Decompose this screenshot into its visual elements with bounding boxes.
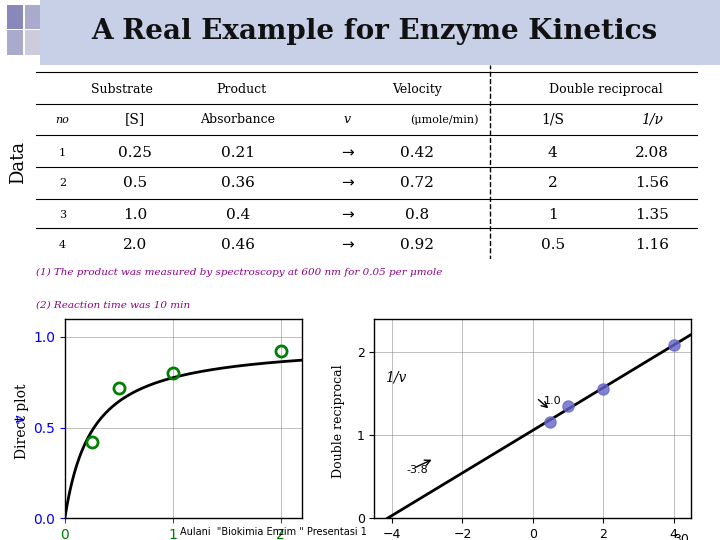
Text: Aulani  "Biokimia Enzim " Presentasi 1: Aulani "Biokimia Enzim " Presentasi 1 [180,527,367,537]
Text: Double reciprocal: Double reciprocal [332,364,345,478]
Text: 1: 1 [59,147,66,158]
Text: 4: 4 [59,240,66,250]
Text: 0.42: 0.42 [400,146,434,160]
Text: Velocity: Velocity [392,83,442,96]
Text: 0.72: 0.72 [400,176,434,190]
Text: 2: 2 [548,176,557,190]
Text: 2: 2 [59,178,66,188]
Y-axis label: v: v [14,414,27,423]
Text: 0.25: 0.25 [118,146,153,160]
Text: Absorbance: Absorbance [201,113,276,126]
Text: 1.0: 1.0 [123,207,148,221]
Text: 1.56: 1.56 [635,176,669,190]
Text: 0.21: 0.21 [221,146,255,160]
Text: 2.0: 2.0 [123,238,148,252]
Text: Data: Data [9,140,27,184]
Text: 0.36: 0.36 [221,176,255,190]
Text: 1/S: 1/S [541,112,564,126]
Text: 1/ν: 1/ν [641,112,663,126]
Text: 1/v: 1/v [385,370,406,384]
Text: 30: 30 [672,533,688,540]
Text: Double reciprocal: Double reciprocal [549,83,662,96]
Bar [7,30,23,55]
Text: -3.8: -3.8 [406,464,428,475]
Text: 3: 3 [59,210,66,220]
Text: [S]: [S] [125,112,145,126]
Text: 0.5: 0.5 [541,238,564,252]
Text: v: v [343,113,351,126]
Text: (2) Reaction time was 10 min: (2) Reaction time was 10 min [36,301,190,309]
Text: →: → [341,145,354,160]
Text: 4: 4 [548,146,557,160]
Text: 1.16: 1.16 [635,238,669,252]
Bar [25,30,41,55]
Text: (μmole/min): (μmole/min) [410,114,479,125]
Text: 0.8: 0.8 [405,207,429,221]
Text: 0.46: 0.46 [221,238,255,252]
Text: →: → [341,207,354,222]
Bar [7,4,23,29]
Text: A Real Example for Enzyme Kinetics: A Real Example for Enzyme Kinetics [91,18,657,45]
Text: Direct plot: Direct plot [14,383,29,459]
Text: Substrate: Substrate [91,83,153,96]
Text: 0.5: 0.5 [123,176,148,190]
Text: 0.92: 0.92 [400,238,434,252]
Text: no: no [55,114,69,125]
Text: Product: Product [216,83,266,96]
Text: 0.4: 0.4 [226,207,250,221]
Bar [25,4,41,29]
Text: 1.0: 1.0 [544,396,561,406]
Text: 1.35: 1.35 [635,207,669,221]
Text: (1) The product was measured by spectroscopy at 600 nm for 0.05 per μmole: (1) The product was measured by spectros… [36,268,442,277]
Text: 2.08: 2.08 [635,146,669,160]
Text: →: → [341,176,354,191]
Text: →: → [341,237,354,252]
Text: 1: 1 [548,207,557,221]
